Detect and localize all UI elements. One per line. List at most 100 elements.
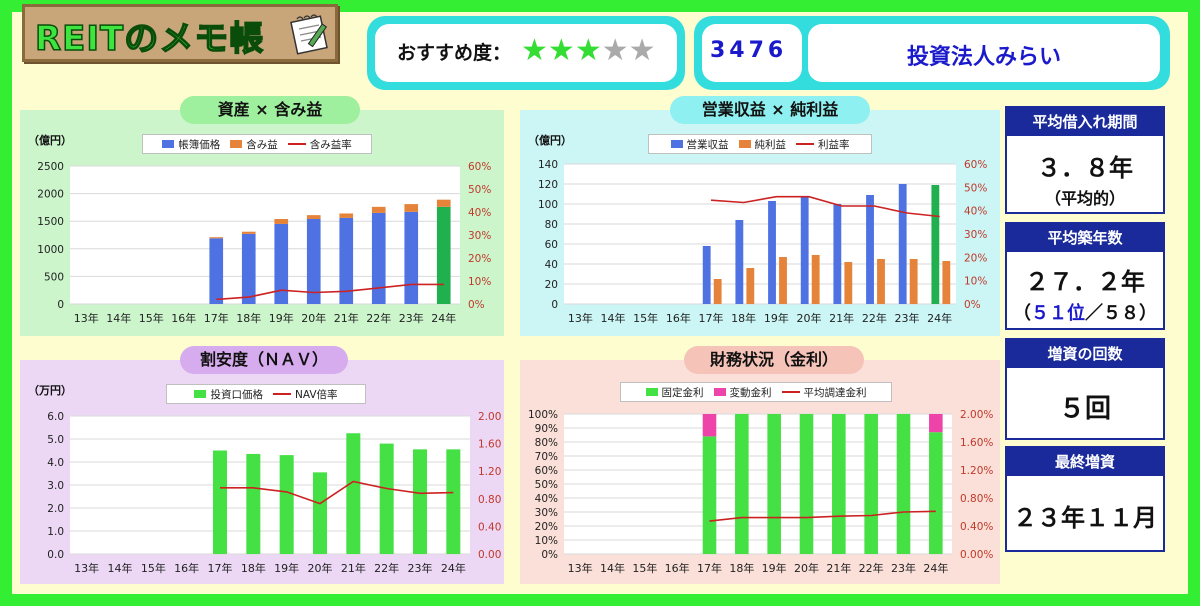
y-tick-label-right: 60%: [468, 161, 491, 173]
side-sub-rank: ５１位: [1031, 303, 1085, 324]
bar-変動金利: [929, 414, 943, 433]
income-chart: 0 20 40 60 80 100 120 140 0% 10% 20% 30% 40% 50% 60% 13…: [538, 159, 987, 325]
y-tick-label-left: 100%: [528, 409, 558, 421]
x-tick-label: 15年: [141, 561, 166, 575]
chart-title: 資産 × 含み益: [180, 96, 360, 124]
x-tick-label: 14年: [108, 561, 133, 575]
y-tick-label-right: 1.20%: [960, 465, 993, 477]
y-tick-label-left: 120: [538, 179, 558, 191]
legend-item: 平均調達金利: [781, 385, 867, 400]
bar-純利益: [811, 255, 820, 304]
assets-chart: 0 500 1000 1500 2000 2500 0% 10% 20% 30% 40% 50% 60%…: [37, 161, 491, 325]
x-tick-label: 16年: [665, 561, 690, 575]
x-tick-label: 24年: [431, 311, 456, 325]
bar-帳簿価格: [274, 223, 289, 304]
y-tick-label-right: 1.60: [478, 439, 501, 451]
x-tick-label: 19年: [764, 311, 789, 325]
x-tick-label: 13年: [74, 311, 99, 325]
y-tick-label-right: 10%: [468, 276, 491, 288]
side-value: ２７．２年: [1025, 268, 1145, 296]
bar-純利益: [877, 259, 885, 304]
y-tick-label-right: 0.40: [478, 521, 501, 533]
legend-item: 固定金利: [645, 385, 704, 400]
y-tick-label-right: 0.00%: [960, 549, 993, 561]
x-tick-label: 19年: [269, 311, 294, 325]
bar-固定金利: [832, 414, 846, 554]
y-tick-label-right: 0%: [468, 299, 485, 311]
y-tick-label-left: 40%: [535, 493, 558, 505]
bar-純利益: [713, 279, 722, 304]
y-tick-label-right: 40%: [468, 207, 491, 219]
recommend-label: おすすめ度：: [397, 42, 512, 64]
bar-投資口価格: [413, 449, 427, 554]
bar-帳簿価格: [306, 218, 321, 304]
x-tick-label: 14年: [601, 311, 626, 325]
x-tick-label: 17年: [697, 561, 722, 575]
y-tick-label-left: 140: [538, 159, 558, 171]
y-tick-label-right: 20%: [468, 253, 491, 265]
y-tick-label-left: 20%: [535, 521, 558, 533]
bar-投資口価格: [246, 453, 261, 554]
y-tick-label-left: 90%: [535, 423, 558, 435]
y-tick-label-left: 500: [44, 271, 64, 283]
side-label: 平均築年数: [1007, 224, 1163, 252]
x-tick-label: 19年: [762, 561, 787, 575]
x-tick-label: 14年: [600, 561, 625, 575]
x-tick-label: 15年: [139, 311, 164, 325]
legend-label: 営業収益: [686, 138, 729, 151]
bar-含み益: [241, 231, 256, 234]
legend-line-swatch: [287, 143, 306, 145]
line-NAV倍率: [220, 480, 454, 505]
chart-legend: 帳簿価格 含み益 含み益率: [142, 134, 372, 154]
x-tick-label: 21年: [829, 311, 854, 325]
x-tick-label: 21年: [334, 311, 359, 325]
x-tick-label: 20年: [797, 311, 822, 325]
y-tick-label-left: 3.0: [47, 480, 64, 492]
x-tick-label: 13年: [568, 311, 593, 325]
x-tick-label: 21年: [826, 561, 851, 575]
y-tick-label-left: 80: [545, 219, 558, 231]
side-sub: （平均的）: [1044, 189, 1125, 208]
bar-固定金利: [896, 414, 911, 554]
x-tick-label: 24年: [441, 561, 466, 575]
bar-帳簿価格: [404, 211, 419, 304]
legend-label: 帳簿価格: [178, 138, 221, 151]
y-tick-label-left: 1000: [37, 244, 64, 256]
notepad-icon: [290, 14, 328, 55]
legend-label: 投資口価格: [210, 388, 263, 401]
bar-営業収益: [800, 197, 809, 304]
bar-帳簿価格: [241, 233, 256, 304]
y-tick-label-left: 30%: [535, 507, 558, 519]
logo-banner: REITのメモ帳: [22, 4, 338, 62]
y-tick-label-right: 60%: [964, 159, 987, 171]
x-tick-label: 17年: [208, 561, 233, 575]
legend-label: 純利益: [754, 138, 787, 151]
bar-帳簿価格: [436, 206, 451, 304]
chart-legend: 固定金利 変動金利 平均調達金利: [620, 382, 892, 402]
x-tick-label: 21年: [341, 561, 366, 575]
y-tick-label-left: 0.0: [47, 549, 64, 561]
x-tick-label: 24年: [927, 311, 952, 325]
legend-label: NAV倍率: [294, 388, 338, 401]
x-tick-label: 18年: [236, 311, 261, 325]
chart-unit: （万円）: [28, 384, 72, 397]
y-tick-label-left: 2500: [37, 161, 64, 173]
y-tick-label-right: 0.40%: [960, 521, 993, 533]
bar-純利益: [746, 268, 755, 304]
avg-loan-term-box: 平均借入れ期間 ３．８年 （平均的）: [1005, 106, 1165, 214]
chart-title: 営業収益 × 純利益: [670, 96, 870, 124]
x-tick-label: 23年: [408, 561, 433, 575]
legend-bar-swatch: [230, 140, 243, 148]
y-tick-label-right: 10%: [964, 276, 987, 288]
bar-営業収益: [898, 184, 907, 304]
legend-bar-swatch: [713, 388, 726, 396]
legend-item: 変動金利: [713, 385, 772, 400]
x-tick-label: 18年: [731, 311, 756, 325]
legend-bar-swatch: [162, 140, 175, 148]
legend-bar-swatch: [194, 390, 207, 398]
y-tick-label-left: 60%: [535, 465, 558, 477]
x-tick-label: 18年: [241, 561, 266, 575]
bar-含み益: [404, 204, 419, 212]
y-tick-label-left: 4.0: [47, 457, 64, 469]
chart-legend: 営業収益 純利益 利益率: [648, 134, 872, 154]
